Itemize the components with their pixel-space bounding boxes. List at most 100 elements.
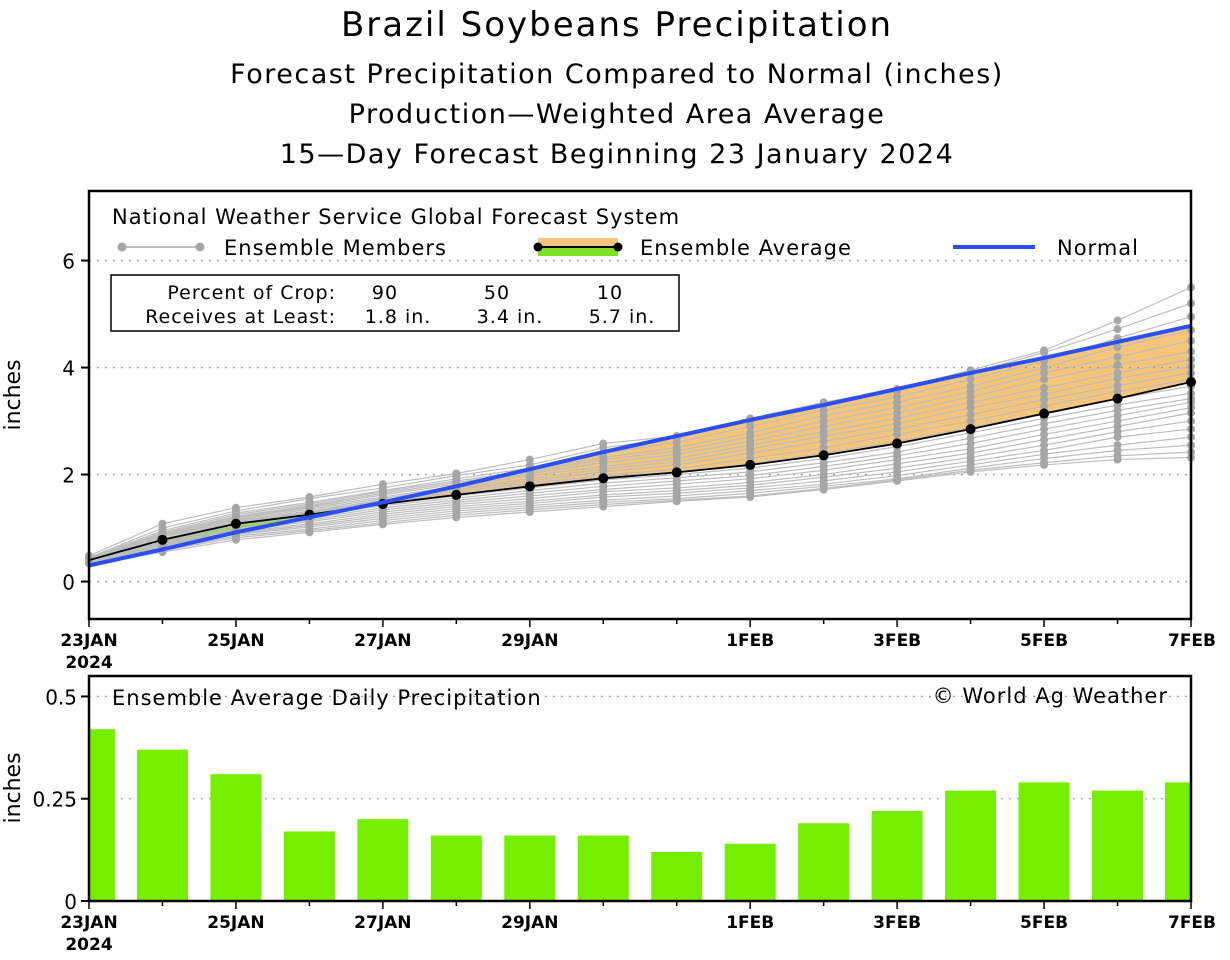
daily-bar-26JAN (283, 831, 335, 901)
ensemble-member-point (452, 513, 461, 522)
bottom-ytick-label: 0.5 (45, 685, 77, 709)
daily-bar-3FEB (871, 811, 923, 901)
ensemble-member-line-6 (88, 350, 1192, 560)
ensemble-member-point (1040, 395, 1049, 404)
ensemble-member-point (1113, 433, 1122, 442)
ensemble-average-point (524, 481, 535, 492)
ensemble-member-line-4 (88, 329, 1192, 560)
ensemble-member-point (1113, 352, 1122, 361)
ensemble-average-line (88, 381, 1192, 562)
daily-bar-24JAN (136, 749, 188, 901)
ensemble-member-line-9 (88, 372, 1192, 561)
ensemble-member-point (966, 403, 975, 412)
crop-receives-label: Receives at Least: (145, 306, 336, 328)
top-xtick-label: 7FEB (1168, 631, 1216, 651)
ensemble-member-point (672, 497, 681, 506)
bottom-ytick-label: 0.25 (32, 788, 77, 812)
daily-bar-1FEB (724, 843, 776, 901)
ensemble-member-point (1113, 343, 1122, 352)
bottom-xtick-label: 5FEB (1020, 913, 1068, 933)
bottom-xtick-label: 3FEB (873, 913, 921, 933)
top-ytick-label: 4 (62, 357, 75, 381)
ensemble-member-point (966, 375, 975, 384)
crop-percent-50: 50 (484, 282, 510, 304)
daily-bar-7FEB (1165, 782, 1191, 901)
top-ytick-label: 2 (62, 464, 75, 488)
bottom-xtick-label: 25JAN (207, 913, 264, 933)
ensemble-member-point (378, 520, 387, 529)
ensemble-average-point (818, 450, 829, 461)
daily-bar-30JAN (577, 835, 629, 901)
ensemble-member-line-21 (88, 451, 1192, 564)
top-xtick-label: 27JAN (354, 631, 411, 651)
daily-bar-5FEB (1018, 782, 1070, 901)
cumulative-precip-chart: 0 2 4 6 23JAN 25JAN 27JAN 29JAN 1FEB 3FEB 5FEB 7FE… (1, 189, 1216, 673)
daily-precip-chart: 0 0.25 0.5 23JAN 25JAN 27JAN 29JAN 1FEB 3FEB 5FE… (1, 674, 1216, 955)
ensemble-member-line-8 (88, 365, 1192, 561)
top-y-axis: 0 2 4 6 (62, 250, 89, 595)
top-xtick-label: 1FEB (726, 631, 774, 651)
daily-bar-6FEB (1092, 790, 1144, 901)
bottom-xtick-label: 1FEB (726, 913, 774, 933)
daily-bar-23JAN (89, 729, 115, 901)
ensemble-member-line-19 (88, 436, 1192, 563)
ensemble-member-point (819, 437, 828, 446)
ensemble-average-point (598, 473, 609, 484)
ensemble-average-point (1112, 393, 1123, 404)
copyright-annotation: © World Ag Weather (933, 684, 1168, 708)
bottom-xtick-label: 23JAN (60, 913, 117, 933)
fill-segment-14-0 (1117, 325, 1191, 399)
top-xtick-label: 5FEB (1020, 631, 1068, 651)
ensemble-member-point (1040, 402, 1049, 411)
ensemble-member-point (966, 467, 975, 476)
ensemble-member-line-3 (88, 316, 1192, 559)
ensemble-member-point (599, 502, 608, 511)
legend-members-label: Ensemble Members (224, 236, 447, 260)
ensemble-member-line-18 (88, 428, 1192, 563)
ensemble-average-point (157, 534, 168, 545)
ensemble-member-point (746, 493, 755, 502)
ensemble-member-point (1040, 460, 1049, 469)
daily-bar-31JAN (651, 851, 703, 901)
crop-amount-50: 3.4 in. (477, 306, 544, 328)
ensemble-member-line-5 (88, 340, 1192, 560)
ensemble-member-point (1113, 387, 1122, 396)
legend-average-swatch (533, 238, 623, 256)
top-xtick-label: 29JAN (501, 631, 558, 651)
ensemble-member-point (1040, 375, 1049, 384)
top-xtick-year: 2024 (65, 653, 112, 673)
ensemble-member-line-7 (88, 358, 1192, 561)
crop-percent-90: 90 (372, 282, 398, 304)
daily-bar-4FEB (945, 790, 997, 901)
top-x-axis: 23JAN 25JAN 27JAN 29JAN 1FEB 3FEB 5FEB 7FEB 2024 (60, 619, 1216, 673)
ensemble-member-line-1 (88, 286, 1192, 557)
bottom-x-axis: 23JAN 25JAN 27JAN 29JAN 1FEB 3FEB 5FEB 7FEB 2024 (60, 901, 1216, 955)
ensemble-member-point (525, 508, 534, 516)
ensemble-average-point (230, 518, 241, 529)
ensemble-member-line-20 (88, 444, 1192, 564)
bottom-xtick-label: 27JAN (354, 913, 411, 933)
chart-subtitle-3: 15—Day Forecast Beginning 23 January 202… (280, 139, 955, 170)
top-legend: National Weather Service Global Forecast… (112, 205, 1139, 260)
bottom-y-axis: 0 0.25 0.5 (32, 685, 89, 914)
ensemble-member-point (1113, 325, 1122, 334)
ensemble-average-point (965, 424, 976, 435)
ensemble-member-line-17 (88, 420, 1192, 563)
daily-bar-27JAN (357, 819, 409, 901)
crop-percent-label: Percent of Crop: (167, 282, 336, 304)
ensemble-member-point (1040, 348, 1049, 357)
ensemble-member-point (1113, 316, 1122, 325)
crop-percent-box: Percent of Crop: Receives at Least: 90 5… (110, 274, 680, 332)
ensemble-member-point (746, 422, 755, 431)
ensemble-average-point (451, 489, 462, 500)
ensemble-member-point (1113, 381, 1122, 390)
ensemble-member-point (305, 528, 314, 537)
legend-header: National Weather Service Global Forecast… (112, 205, 680, 229)
top-xtick-label: 3FEB (873, 631, 921, 651)
legend-normal-label: Normal (1057, 236, 1139, 260)
crop-percent-box-frame (110, 274, 680, 332)
ensemble-member-point (1113, 455, 1122, 464)
ensemble-member-point (1040, 368, 1049, 377)
daily-bar-28JAN (430, 835, 482, 901)
